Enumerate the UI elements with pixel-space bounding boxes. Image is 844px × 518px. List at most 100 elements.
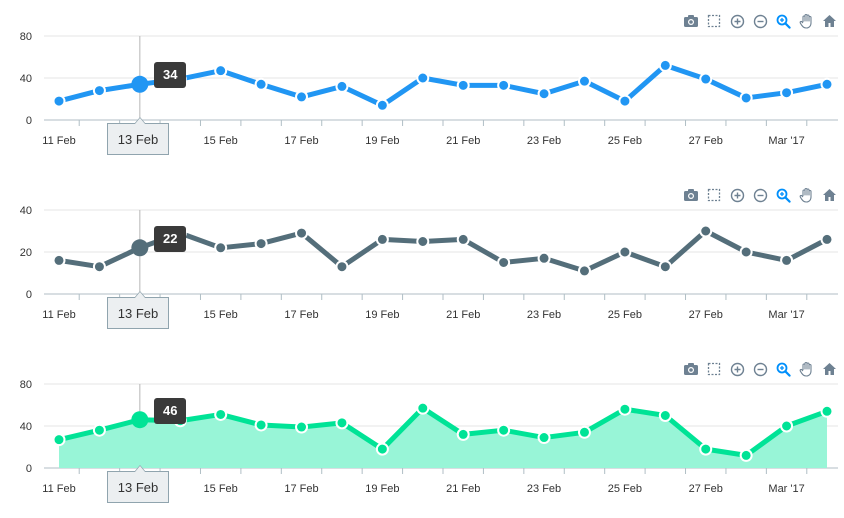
data-point[interactable] [416, 235, 430, 248]
data-point[interactable] [658, 58, 672, 72]
data-point[interactable] [214, 64, 228, 78]
data-point[interactable] [577, 425, 591, 439]
x-tick-label: 11 Feb [42, 135, 75, 147]
zoom-in-icon[interactable] [728, 186, 746, 204]
chart-toolbar [682, 186, 838, 204]
data-point[interactable] [618, 245, 632, 259]
data-point[interactable] [375, 232, 389, 246]
magnifier-icon[interactable] [774, 186, 792, 204]
data-point[interactable] [537, 431, 551, 445]
data-point[interactable] [456, 78, 470, 92]
data-point[interactable] [335, 79, 349, 93]
data-point[interactable] [497, 423, 511, 437]
pan-hand-icon[interactable] [797, 12, 815, 30]
data-point[interactable] [780, 86, 794, 100]
data-point[interactable] [52, 94, 66, 108]
data-point[interactable] [739, 245, 753, 259]
data-point[interactable] [658, 409, 672, 422]
data-point[interactable] [497, 78, 511, 92]
chart-panel-3: 0 40 80 11 Feb 15 Feb 17 Feb 19 Feb 21 Feb 23 Fe… [0, 348, 844, 518]
series-line [56, 62, 830, 108]
value-tooltip: 46 [154, 398, 187, 424]
data-point[interactable] [699, 72, 713, 86]
home-icon[interactable] [820, 12, 838, 30]
zoom-in-icon[interactable] [728, 360, 746, 378]
home-icon[interactable] [820, 360, 838, 378]
data-point[interactable] [820, 232, 834, 246]
data-point[interactable] [375, 98, 389, 112]
magnifier-icon[interactable] [774, 360, 792, 378]
data-point[interactable] [416, 401, 430, 415]
pan-hand-icon[interactable] [797, 360, 815, 378]
x-tick-label: 25 Feb [608, 135, 642, 147]
camera-icon[interactable] [682, 186, 700, 204]
data-point[interactable] [780, 419, 794, 433]
data-point[interactable] [92, 84, 106, 98]
selection-icon[interactable] [705, 186, 723, 204]
data-point[interactable] [254, 418, 268, 432]
zoom-in-icon[interactable] [728, 12, 746, 30]
hovered-data-point[interactable] [131, 239, 149, 257]
data-point[interactable] [820, 77, 834, 91]
home-icon[interactable] [820, 186, 838, 204]
y-tick-label: 40 [20, 205, 32, 217]
area-chart-3[interactable]: 0 40 80 11 Feb 15 Feb 17 Feb 19 Feb 21 Feb 23 Fe… [0, 348, 844, 518]
data-point[interactable] [658, 260, 672, 274]
data-point[interactable] [295, 90, 309, 104]
magnifier-icon[interactable] [774, 12, 792, 30]
selection-icon[interactable] [705, 360, 723, 378]
data-point[interactable] [52, 433, 66, 447]
data-point[interactable] [335, 260, 349, 274]
value-tooltip: 22 [154, 226, 187, 252]
data-point[interactable] [456, 427, 470, 441]
pan-hand-icon[interactable] [797, 186, 815, 204]
data-point[interactable] [699, 442, 713, 456]
data-point[interactable] [577, 74, 591, 88]
data-point[interactable] [780, 253, 794, 267]
x-tick-label: 23 Feb [527, 135, 561, 147]
line-chart-2[interactable]: 0 20 40 11 Feb 15 Feb 17 Feb 19 Feb 21 Feb 23 Fe… [0, 174, 844, 344]
line-chart-1[interactable]: 0 40 80 11 Feb 15 Feb 17 Feb 19 Feb 21 Feb 23 Fe… [0, 0, 844, 170]
data-point[interactable] [820, 404, 834, 418]
data-point[interactable] [214, 241, 228, 255]
zoom-out-icon[interactable] [751, 360, 769, 378]
data-point[interactable] [739, 91, 753, 105]
data-point[interactable] [537, 251, 551, 265]
y-tick-label: 80 [20, 31, 32, 43]
data-point[interactable] [739, 448, 753, 462]
data-point[interactable] [92, 260, 106, 274]
data-point[interactable] [92, 423, 106, 437]
hovered-data-point[interactable] [131, 411, 149, 429]
x-tick-label: 15 Feb [204, 135, 238, 147]
y-tick-label: 20 [20, 247, 32, 259]
data-point[interactable] [214, 407, 228, 421]
chart-panel-1: 0 40 80 11 Feb 15 Feb 17 Feb 19 Feb 21 Feb 23 Fe… [0, 0, 844, 170]
data-point[interactable] [497, 256, 511, 269]
series-line [56, 228, 830, 274]
data-point[interactable] [618, 402, 632, 416]
x-tick-label: 27 Feb [689, 309, 723, 321]
data-point[interactable] [295, 420, 309, 434]
data-point[interactable] [52, 253, 66, 267]
data-point[interactable] [375, 442, 389, 456]
data-point[interactable] [335, 416, 349, 430]
data-point[interactable] [416, 71, 430, 85]
selection-icon[interactable] [705, 12, 723, 30]
camera-icon[interactable] [682, 12, 700, 30]
data-point[interactable] [456, 232, 470, 246]
data-point[interactable] [254, 77, 268, 91]
data-point[interactable] [295, 226, 309, 240]
data-point[interactable] [618, 94, 632, 108]
data-point[interactable] [537, 87, 551, 101]
camera-icon[interactable] [682, 360, 700, 378]
x-tick-label: 17 Feb [284, 483, 318, 495]
y-tick-label: 40 [20, 73, 32, 85]
zoom-out-icon[interactable] [751, 12, 769, 30]
x-tick-label: 25 Feb [608, 483, 642, 495]
data-point[interactable] [254, 237, 268, 251]
zoom-out-icon[interactable] [751, 186, 769, 204]
x-tick-label: 15 Feb [204, 483, 238, 495]
data-point[interactable] [577, 264, 591, 278]
hovered-data-point[interactable] [131, 75, 149, 93]
data-point[interactable] [699, 224, 713, 238]
